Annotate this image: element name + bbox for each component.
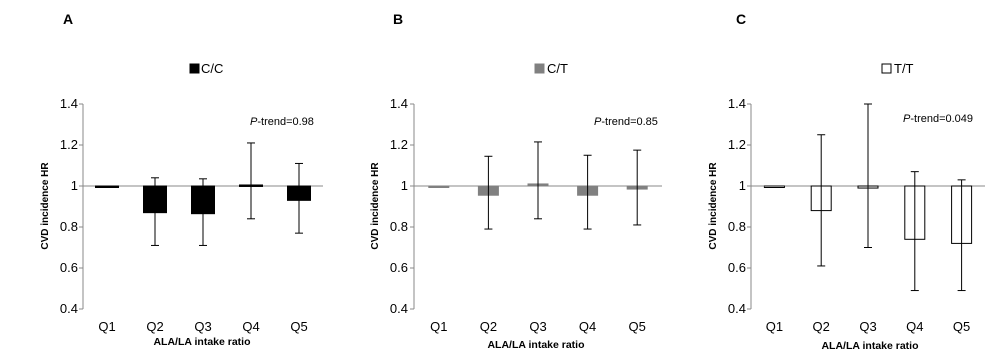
legend-label: C/T xyxy=(547,61,568,76)
y-tick-label: 1.4 xyxy=(728,96,746,111)
x-tick-label: Q3 xyxy=(859,319,876,334)
panel-letter: C xyxy=(736,11,746,27)
y-tick-label: 0.8 xyxy=(728,219,746,234)
p-trend-italic: P xyxy=(903,113,911,125)
p-trend-value: -trend=0.85 xyxy=(601,116,658,128)
x-tick-label: Q4 xyxy=(579,319,596,334)
y-tick-label: 1 xyxy=(401,178,408,193)
y-tick-label: 1.2 xyxy=(728,137,746,152)
y-tick-label: 0.4 xyxy=(728,301,746,316)
p-trend-annotation: P-trend=0.98 xyxy=(250,116,314,128)
x-tick-label: Q5 xyxy=(290,319,307,334)
y-tick-label: 0.6 xyxy=(60,260,78,275)
chart-panel-b: B C/T 0.4 0.6 0.8 1 1.2 1.4 Q1 Q2 Q3 Q4 Q5 CVD incide… xyxy=(370,11,662,351)
legend-swatch xyxy=(881,63,892,74)
y-tick-label: 0.8 xyxy=(390,219,408,234)
p-trend-value: -trend=0.049 xyxy=(910,113,973,125)
x-tick-label: Q2 xyxy=(480,319,497,334)
p-trend-annotation: P-trend=0.049 xyxy=(903,113,973,125)
x-tick-label: Q5 xyxy=(953,319,970,334)
y-axis-label: CVD incidence HR xyxy=(40,162,51,250)
x-tick-label: Q3 xyxy=(194,319,211,334)
legend-swatch xyxy=(534,63,545,74)
y-axis-label: CVD incidence HR xyxy=(370,162,381,250)
p-trend-italic: P xyxy=(250,116,258,128)
y-tick-label: 1.2 xyxy=(60,137,78,152)
x-tick-label: Q4 xyxy=(242,319,259,334)
x-tick-label: Q2 xyxy=(813,319,830,334)
y-tick-label: 1.4 xyxy=(390,96,408,111)
bar-q1 xyxy=(763,185,785,188)
x-tick-label: Q3 xyxy=(529,319,546,334)
y-tick-label: 0.4 xyxy=(390,301,408,316)
y-tick-label: 1 xyxy=(739,178,746,193)
y-tick-label: 0.4 xyxy=(60,301,78,316)
p-trend-italic: P xyxy=(594,116,602,128)
chart-panel-a: A C/C 0.4 0.6 0.8 1 1.2 1.4 Q1 Q2 Q3 Q4 Q5 CVD incide… xyxy=(40,11,323,348)
y-tick-label: 1 xyxy=(71,178,78,193)
legend-swatch xyxy=(189,63,200,74)
y-tick-label: 1.2 xyxy=(390,137,408,152)
x-axis-label: ALA/LA intake ratio xyxy=(821,340,918,352)
chart-panel-c: C T/T 0.4 0.6 0.8 1 1.2 1.4 Q1 Q2 Q3 Q4 Q5 CVD incide… xyxy=(708,11,985,352)
x-tick-label: Q1 xyxy=(98,319,115,334)
y-tick-label: 0.6 xyxy=(390,260,408,275)
legend-label: C/C xyxy=(201,61,223,76)
panel-letter: B xyxy=(393,11,403,27)
x-tick-label: Q5 xyxy=(629,319,646,334)
y-tick-label: 1.4 xyxy=(60,96,78,111)
y-tick-label: 0.8 xyxy=(60,219,78,234)
x-tick-label: Q1 xyxy=(430,319,447,334)
x-tick-label: Q1 xyxy=(766,319,783,334)
legend-label: T/T xyxy=(894,61,914,76)
x-axis-label: ALA/LA intake ratio xyxy=(153,336,250,348)
panel-letter: A xyxy=(63,11,73,27)
p-trend-value: -trend=0.98 xyxy=(257,116,314,128)
x-tick-label: Q2 xyxy=(146,319,163,334)
p-trend-annotation: P-trend=0.85 xyxy=(594,116,658,128)
bar-q1 xyxy=(95,185,119,188)
x-tick-label: Q4 xyxy=(906,319,923,334)
bar-q1 xyxy=(428,185,450,188)
x-axis-label: ALA/LA intake ratio xyxy=(487,339,584,351)
y-axis-label: CVD incidence HR xyxy=(708,162,719,250)
y-tick-label: 0.6 xyxy=(728,260,746,275)
